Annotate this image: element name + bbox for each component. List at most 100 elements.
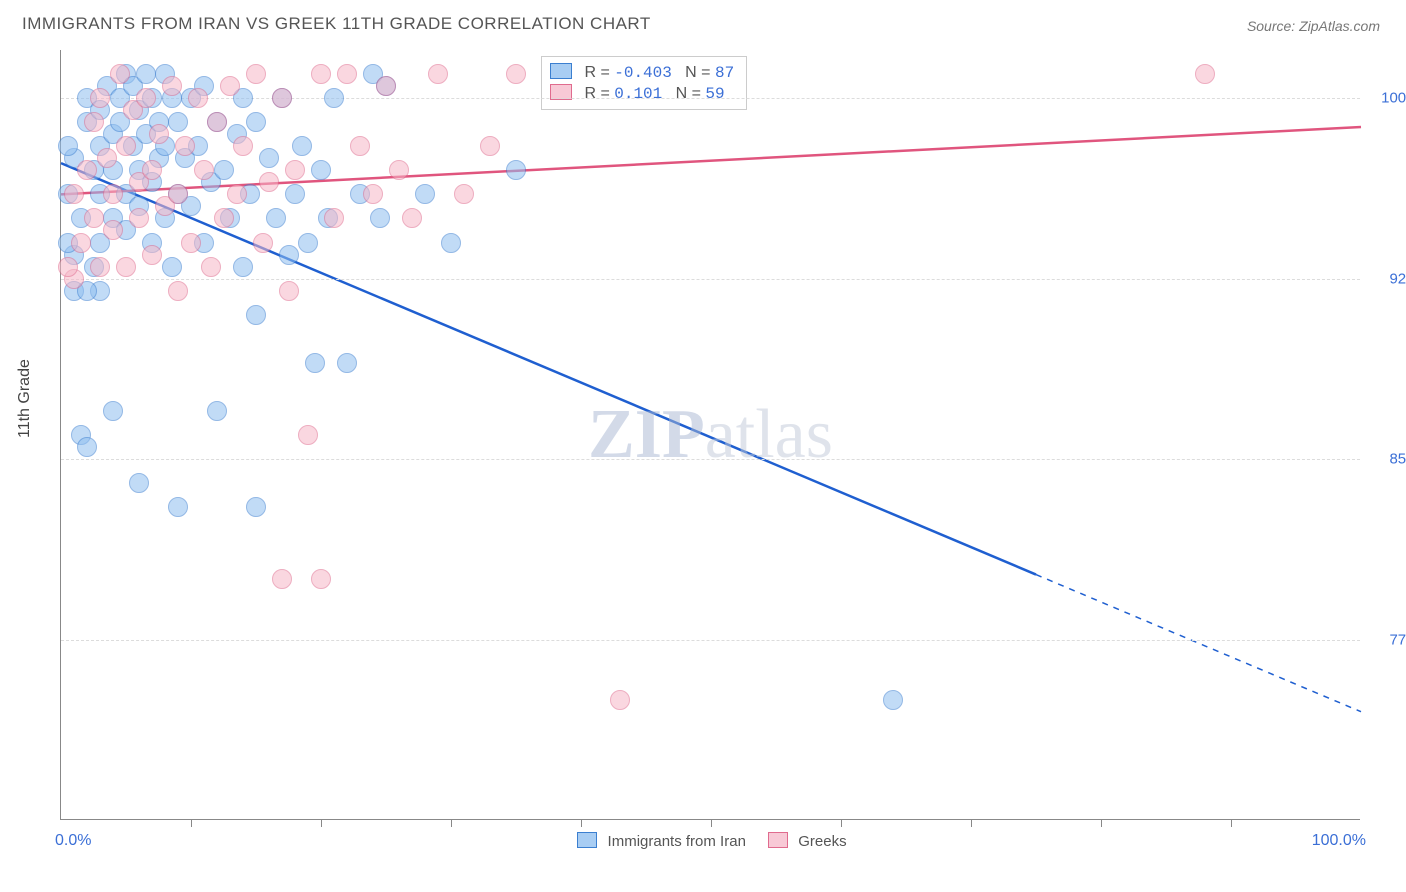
scatter-point <box>272 88 292 108</box>
legend-row-2: R = 0.101 N = 59 <box>550 84 734 103</box>
scatter-point <box>246 64 266 84</box>
scatter-point <box>272 569 292 589</box>
scatter-point <box>246 497 266 517</box>
scatter-point <box>266 208 286 228</box>
scatter-point <box>64 184 84 204</box>
scatter-point <box>90 88 110 108</box>
scatter-point <box>136 88 156 108</box>
scatter-point <box>298 233 318 253</box>
scatter-point <box>168 497 188 517</box>
plot-area: ZIPatlas R = -0.403 N = 87 R = 0.101 N =… <box>60 50 1360 820</box>
scatter-point <box>311 64 331 84</box>
trend-line <box>61 127 1361 194</box>
scatter-point <box>227 184 247 204</box>
scatter-point <box>162 76 182 96</box>
scatter-point <box>214 160 234 180</box>
scatter-point <box>279 281 299 301</box>
scatter-point <box>389 160 409 180</box>
x-tick <box>581 819 582 827</box>
scatter-point <box>207 112 227 132</box>
scatter-point <box>90 257 110 277</box>
scatter-point <box>103 401 123 421</box>
scatter-point <box>136 64 156 84</box>
scatter-point <box>129 473 149 493</box>
x-tick <box>841 819 842 827</box>
legend-r-2: 0.101 <box>614 85 662 103</box>
scatter-point <box>506 64 526 84</box>
scatter-point <box>103 220 123 240</box>
scatter-point <box>142 160 162 180</box>
scatter-point <box>402 208 422 228</box>
scatter-point <box>77 160 97 180</box>
y-tick-label: 100.0% <box>1372 90 1406 107</box>
scatter-point <box>181 233 201 253</box>
scatter-point <box>298 425 318 445</box>
plot-svg <box>61 50 1361 820</box>
gridline-h <box>61 98 1360 99</box>
scatter-point <box>480 136 500 156</box>
scatter-point <box>311 160 331 180</box>
scatter-point <box>253 233 273 253</box>
scatter-point <box>259 148 279 168</box>
scatter-point <box>129 208 149 228</box>
x-tick <box>971 819 972 827</box>
scatter-point <box>370 208 390 228</box>
scatter-point <box>441 233 461 253</box>
scatter-point <box>376 76 396 96</box>
source-name: ZipAtlas.com <box>1299 18 1380 34</box>
x-tick <box>321 819 322 827</box>
scatter-point <box>454 184 474 204</box>
scatter-point <box>220 76 240 96</box>
gridline-h <box>61 459 1360 460</box>
scatter-point <box>610 690 630 710</box>
gridline-h <box>61 279 1360 280</box>
scatter-point <box>188 88 208 108</box>
scatter-point <box>415 184 435 204</box>
legend-bottom-label-1: Immigrants from Iran <box>608 833 746 850</box>
scatter-point <box>168 112 188 132</box>
scatter-point <box>116 136 136 156</box>
legend-bottom-swatch-1 <box>577 832 597 848</box>
scatter-point <box>194 160 214 180</box>
scatter-point <box>363 184 383 204</box>
scatter-point <box>233 136 253 156</box>
y-tick-label: 85.0% <box>1372 451 1406 468</box>
scatter-point <box>246 112 266 132</box>
scatter-point <box>292 136 312 156</box>
scatter-point <box>337 353 357 373</box>
scatter-point <box>214 208 234 228</box>
chart-title: IMMIGRANTS FROM IRAN VS GREEK 11TH GRADE… <box>22 14 651 34</box>
x-tick <box>1231 819 1232 827</box>
y-axis-title: 11th Grade <box>16 359 34 438</box>
legend-correlation: R = -0.403 N = 87 R = 0.101 N = 59 <box>541 56 747 110</box>
scatter-point <box>337 64 357 84</box>
x-tick <box>1101 819 1102 827</box>
scatter-point <box>350 136 370 156</box>
scatter-point <box>97 148 117 168</box>
scatter-point <box>207 401 227 421</box>
scatter-point <box>305 353 325 373</box>
scatter-point <box>285 160 305 180</box>
x-tick <box>711 819 712 827</box>
scatter-point <box>142 245 162 265</box>
scatter-point <box>324 88 344 108</box>
scatter-point <box>883 690 903 710</box>
scatter-point <box>506 160 526 180</box>
scatter-point <box>259 172 279 192</box>
x-tick <box>451 819 452 827</box>
scatter-point <box>175 136 195 156</box>
scatter-point <box>168 281 188 301</box>
scatter-point <box>84 112 104 132</box>
gridline-h <box>61 640 1360 641</box>
scatter-point <box>311 569 331 589</box>
legend-r-1: -0.403 <box>614 64 672 82</box>
legend-bottom-label-2: Greeks <box>798 833 846 850</box>
scatter-point <box>428 64 448 84</box>
scatter-point <box>103 184 123 204</box>
y-tick-label: 77.5% <box>1372 631 1406 648</box>
scatter-point <box>285 184 305 204</box>
scatter-point <box>110 64 130 84</box>
scatter-point <box>1195 64 1215 84</box>
source-attribution: Source: ZipAtlas.com <box>1247 18 1380 34</box>
trend-line <box>61 163 1036 574</box>
